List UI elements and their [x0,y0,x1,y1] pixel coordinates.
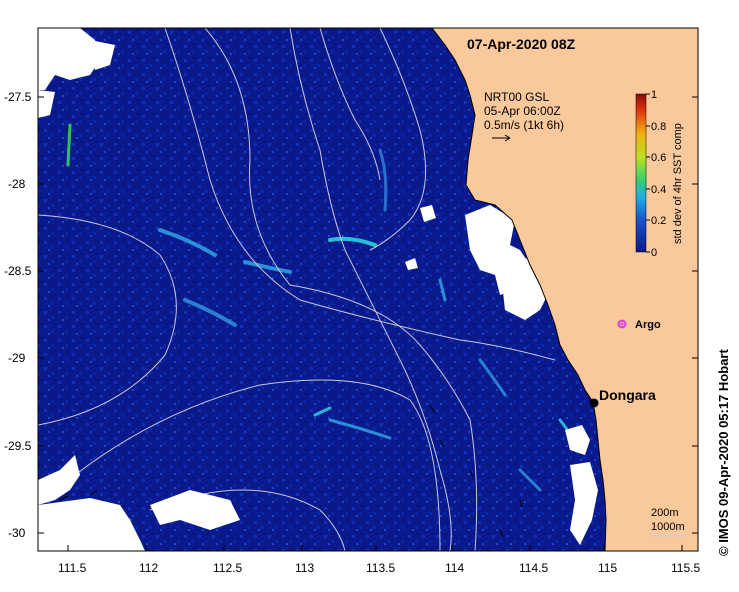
current-legend-line3: 0.5m/s (1kt 6h) [484,118,564,132]
land-mass [431,28,698,551]
colorbar-tick: 0 [651,247,657,259]
colorbar: 1 0.8 0.6 0.4 0.2 0 std dev of 4hr SST c… [635,89,684,259]
contour-200m-label: 200m [651,507,679,519]
contour-1000m-label: 1000m [651,521,685,533]
x-tick-label: 112 [139,561,158,575]
y-tick-label: -29 [8,351,26,365]
y-tick-label: -29.5 [4,439,32,453]
colorbar-tick: 0.8 [651,121,666,133]
current-vectors [57,404,523,538]
town-marker: Dongara [589,387,656,408]
x-tick-label: 115.5 [671,561,700,575]
x-tick-label: 113.5 [366,561,395,575]
credit-text: © IMOS 09-Apr-2020 05:17 Hobart [716,349,731,556]
map-title: 07-Apr-2020 08Z [467,36,576,52]
bathymetry-legend: 200m 1000m [651,507,686,537]
missing-data-patches [38,28,598,551]
y-tick-label: -28 [8,177,26,191]
colorbar-tick: 0.4 [651,184,666,196]
y-tick-label: -28.5 [4,264,32,278]
y-tick-label: -30 [8,526,26,540]
x-tick-label: 114.5 [519,561,548,575]
y-tick-label: -27.5 [4,90,32,104]
x-tick-label: 115 [598,561,617,575]
x-tick-label: 114 [445,561,464,575]
current-legend-line2: 05-Apr 06:00Z [484,104,561,118]
current-legend: NRT00 GSL 05-Apr 06:00Z 0.5m/s (1kt 6h) [484,90,564,142]
x-tick-label: 111.5 [58,561,87,575]
plot-frame [37,27,699,552]
plot-area [38,28,698,551]
argo-marker: Argo [617,319,661,331]
colorbar-tick: 0.2 [651,215,666,227]
town-label: Dongara [599,387,656,403]
y-axis: -27.5 -28 -28.5 -29 -29.5 -30 [4,90,698,540]
colorbar-label: std dev of 4hr SST comp [672,123,684,244]
colorbar-tick: 0.6 [651,152,666,164]
argo-label: Argo [635,319,661,331]
current-legend-line1: NRT00 GSL [484,90,549,104]
x-axis: 111.5 112 112.5 113 113.5 114 114.5 115 … [58,545,700,575]
colorbar-tick: 1 [651,89,657,101]
x-tick-label: 113 [295,561,314,575]
x-tick-label: 112.5 [213,561,242,575]
